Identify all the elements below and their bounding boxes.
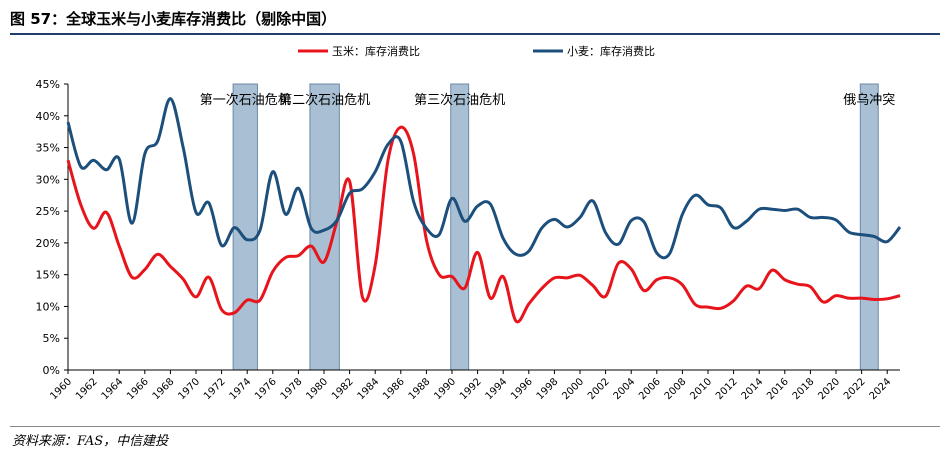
y-ticks: 0% 5% 10% 15% 20% 25% 30% 35% 40% 45% <box>36 78 68 377</box>
y-tick-label: 20% <box>36 237 60 250</box>
x-tick-label: 2022 <box>842 376 868 402</box>
shaded-period-4 <box>859 83 879 371</box>
y-tick-label: 45% <box>36 78 60 91</box>
x-tick-label: 1992 <box>458 376 484 402</box>
x-tick-label: 1988 <box>407 376 433 402</box>
series-line-corn <box>66 125 901 324</box>
x-tick-label: 1970 <box>176 376 202 402</box>
x-tick-label: 2018 <box>791 376 817 402</box>
y-tick-label: 30% <box>36 173 60 186</box>
x-tick-label: 1986 <box>381 376 407 402</box>
period-label-1: 第一次石油危机 <box>200 92 291 108</box>
x-tick-label: 2006 <box>637 376 663 402</box>
x-tick-label: 1962 <box>74 376 100 402</box>
x-tick-label: 2000 <box>560 376 586 402</box>
x-tick-label: 1978 <box>279 376 305 402</box>
x-tick-label: 1984 <box>356 376 382 402</box>
x-tick-label: 1972 <box>202 376 228 402</box>
series <box>66 97 902 324</box>
chart: 0%5%10%15%20%25%30%35%40%45% 1960 1962 196… <box>36 44 902 402</box>
x-ticks: 1960 1962 1964 1966 1968 1970 1972 1974 1976 1978… <box>48 370 893 402</box>
x-tick-label: 1994 <box>484 376 510 402</box>
x-tick-label: 1974 <box>228 376 254 402</box>
shaded-period-3 <box>450 83 470 371</box>
y-tick-label: 10% <box>36 300 60 313</box>
x-tick-label: 2016 <box>765 376 791 402</box>
legend-label-corn: 玉米：库存消费比 <box>332 44 420 58</box>
x-tick-label: 2024 <box>868 376 894 402</box>
x-tick-label: 2014 <box>740 376 766 402</box>
x-tick-label: 2012 <box>714 376 740 402</box>
x-tick-label: 1960 <box>48 376 74 402</box>
x-tick-label: 1998 <box>535 376 561 402</box>
x-tick-label: 1982 <box>330 376 356 402</box>
x-tick-label: 2020 <box>816 376 842 402</box>
figure-title: 图 57：全球玉米与小麦库存消费比（剔除中国） <box>10 10 337 28</box>
legend-label-wheat: 小麦：库存消费比 <box>567 44 655 58</box>
x-tick-label: 1980 <box>304 376 330 402</box>
source-rule <box>10 426 940 427</box>
x-tick-label: 2002 <box>586 376 612 402</box>
y-tick-label: 35% <box>36 142 60 155</box>
title-rule <box>10 33 940 35</box>
x-tick-label: 1964 <box>100 376 126 402</box>
y-tick-label: 40% <box>36 110 60 123</box>
source-note: 资料来源：FAS，中信建投 <box>12 434 169 449</box>
y-tick-label: 5% <box>43 332 60 345</box>
y-tick-label: 0% <box>43 364 60 377</box>
legend: 玉米：库存消费比 小麦：库存消费比 <box>298 44 655 58</box>
x-tick-label: 1990 <box>432 376 458 402</box>
series-line-wheat <box>66 97 902 260</box>
x-tick-label: 2008 <box>663 376 689 402</box>
period-label-3: 第三次石油危机 <box>414 92 505 108</box>
x-tick-label: 1976 <box>253 376 279 402</box>
x-tick-label: 1966 <box>125 376 151 402</box>
x-tick-label: 2004 <box>612 376 638 402</box>
y-tick-label: 15% <box>36 269 60 282</box>
x-tick-label: 1996 <box>509 376 535 402</box>
x-tick-label: 2010 <box>688 376 714 402</box>
period-label-4: 俄乌冲突 <box>843 92 895 108</box>
axes <box>67 84 900 371</box>
period-label-2: 第二次石油危机 <box>279 92 370 108</box>
x-tick-label: 1968 <box>151 376 177 402</box>
y-tick-label: 25% <box>36 205 60 218</box>
